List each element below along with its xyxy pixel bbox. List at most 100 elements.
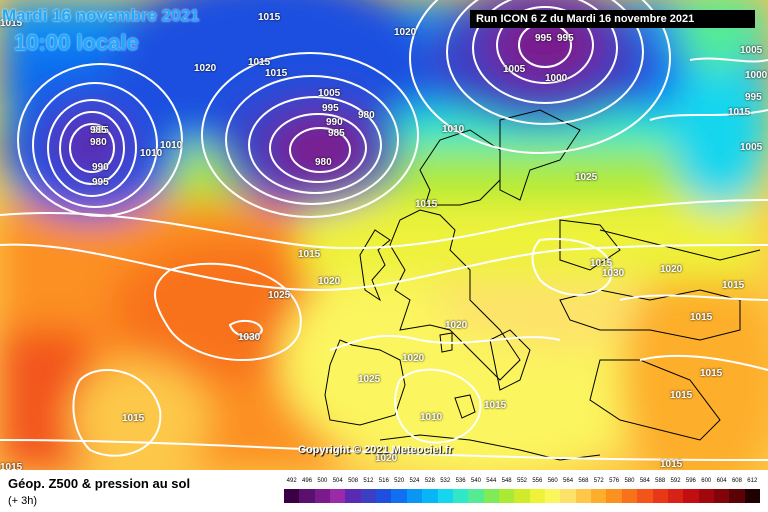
scale-tick-label: 532 (440, 478, 451, 484)
isobar-label: 1015 (0, 462, 23, 470)
isobar-label: 1020 (445, 320, 468, 331)
isobar-label: 1020 (318, 276, 341, 287)
isobar-label: 995 (322, 103, 339, 114)
scale-tick-label: 544 (486, 478, 497, 484)
scale-swatch (452, 489, 469, 503)
scale-tick-label: 536 (455, 478, 466, 484)
scale-tick-label: 508 (348, 478, 359, 484)
scale-tick-label: 540 (470, 478, 481, 484)
scale-swatch (529, 489, 546, 503)
geopotential-field (0, 0, 768, 470)
isobar-label: 1015 (258, 12, 281, 23)
scale-tick-label: 604 (716, 478, 727, 484)
isobar-label: 1005 (740, 45, 763, 56)
isobar-label: 1015 (265, 68, 288, 79)
scale-tick-label: 492 (286, 478, 297, 484)
isobar-label: 1020 (394, 27, 417, 38)
isobar-label: 1005 (318, 88, 341, 99)
scale-swatch (698, 489, 715, 503)
scale-tick-label: 496 (302, 478, 313, 484)
legend-bar: Géop. Z500 & pression au sol (+ 3h) 492 4… (0, 470, 768, 512)
scale-swatch (391, 489, 408, 503)
scale-tick-label: 588 (655, 478, 666, 484)
scale-swatch (406, 489, 423, 503)
isobar-label: 1015 (484, 400, 507, 411)
scale-swatch (314, 489, 331, 503)
run-label: Run ICON 6 Z du Mardi 16 novembre 2021 (470, 10, 755, 28)
scale-tick-label: 528 (424, 478, 435, 484)
scale-tick-label: 524 (409, 478, 420, 484)
scale-swatch (437, 489, 454, 503)
isobar-label: 995 (92, 177, 109, 188)
isobar-label: 1030 (238, 332, 261, 343)
z500-color-field (0, 0, 768, 470)
scale-swatch (545, 489, 561, 503)
scale-swatch (514, 489, 531, 503)
isobar-label: 985 (92, 125, 109, 136)
isobar-label: 1010 (160, 140, 183, 151)
isobar-label: 1015 (298, 249, 321, 260)
scale-swatch (284, 489, 300, 503)
scale-swatch (345, 489, 362, 503)
isobar-label: 1015 (122, 413, 145, 424)
map-time: 10:00 locale (14, 30, 139, 55)
isobar-label: 1030 (602, 268, 625, 279)
isobar-label: 1010 (140, 148, 163, 159)
isobar-label: 1015 (722, 280, 745, 291)
isobar-label: 1010 (442, 124, 465, 135)
isobar-label: 980 (315, 157, 332, 168)
scale-tick-label: 612 (747, 478, 758, 484)
isobar-label: 1025 (268, 290, 291, 301)
scale-tick-label: 512 (363, 478, 374, 484)
isobar-label: 1015 (728, 107, 751, 118)
isobar-label: 1015 (660, 459, 683, 470)
scale-tick-label: 520 (394, 478, 405, 484)
isobar-label: 1020 (402, 353, 425, 364)
scale-swatch (498, 489, 515, 503)
scale-swatch (683, 489, 700, 503)
isobar-label: 1015 (415, 199, 438, 210)
isobar-label: 1010 (420, 412, 443, 423)
isobar-label: 980 (90, 137, 107, 148)
scale-swatch (652, 489, 669, 503)
isobar-label: 1015 (690, 312, 713, 323)
scale-tick-label: 592 (670, 478, 681, 484)
isobar-label: 1015 (0, 18, 23, 29)
scale-tick-label: 596 (685, 478, 696, 484)
isobar-label: 990 (92, 162, 109, 173)
scale-tick-label: 600 (701, 478, 712, 484)
scale-swatch (667, 489, 684, 503)
isobar-label: 1005 (740, 142, 763, 153)
isobar-label: 995 (745, 92, 762, 103)
scale-swatch (560, 489, 577, 503)
isobar-label: 1000 (545, 73, 568, 84)
scale-swatch (299, 489, 316, 503)
weather-map: 1015 1015 1020 1020 1015 1015 1010 1005 … (0, 0, 768, 470)
legend-subtitle: (+ 3h) (8, 495, 38, 507)
scale-tick-label: 584 (639, 478, 650, 484)
scale-swatch (330, 489, 346, 503)
scale-tick-label: 552 (516, 478, 527, 484)
isobar-label: 1025 (358, 374, 381, 385)
isobar-label: 1015 (248, 57, 271, 68)
isobar-label: 1020 (660, 264, 683, 275)
isobar-label: 990 (326, 117, 343, 128)
scale-swatch (591, 489, 607, 503)
color-scale: 492 496 500 504 508 512 516 520 524 528 532 536 540 5… (284, 478, 761, 508)
legend-title: Géop. Z500 & pression au sol (8, 476, 191, 491)
map-date: Mardi 16 novembre 2021 (2, 6, 200, 25)
scale-tick-label: 608 (731, 478, 742, 484)
scale-tick-label: 560 (547, 478, 558, 484)
scale-swatch (621, 489, 638, 503)
scale-tick-label: 580 (624, 478, 635, 484)
scale-swatch (422, 489, 439, 503)
isobar-label: 985 (90, 125, 107, 136)
isobar-label: 980 (358, 110, 375, 121)
scale-swatch (713, 489, 730, 503)
isobar-label: 1025 (575, 172, 598, 183)
scale-swatch (360, 489, 377, 503)
isobar-label: 985 (328, 128, 345, 139)
scale-tick-label: 556 (532, 478, 543, 484)
isobar-label: 995 (535, 33, 552, 44)
scale-tick-label: 572 (593, 478, 604, 484)
